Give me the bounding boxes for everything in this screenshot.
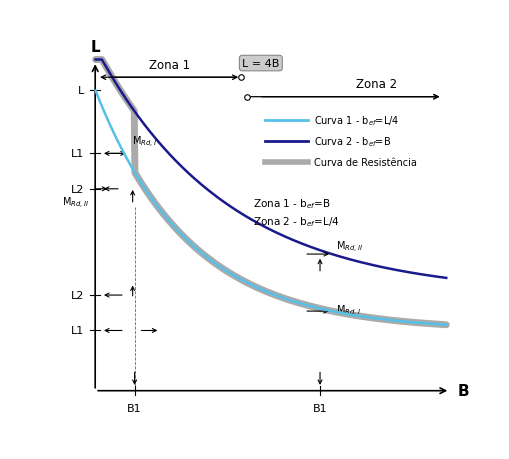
Text: L1: L1: [71, 326, 84, 336]
Text: M$_{Rd,II}$: M$_{Rd,II}$: [62, 195, 89, 210]
Text: L2: L2: [71, 291, 84, 300]
Text: Curva 2 - b$_{ef}$=B: Curva 2 - b$_{ef}$=B: [314, 135, 391, 149]
Text: Curva de Resistência: Curva de Resistência: [314, 158, 417, 168]
Text: M$_{Rd,I}$: M$_{Rd,I}$: [132, 135, 157, 150]
Text: B: B: [458, 383, 470, 398]
Text: M$_{Rd,I}$: M$_{Rd,I}$: [336, 303, 361, 318]
Text: Curva 1 - b$_{ef}$=L/4: Curva 1 - b$_{ef}$=L/4: [314, 113, 400, 127]
Text: B1: B1: [127, 403, 142, 413]
Text: L = 4B: L = 4B: [242, 59, 279, 69]
Text: M$_{Rd,II}$: M$_{Rd,II}$: [336, 239, 363, 254]
Text: Zona 2: Zona 2: [356, 78, 397, 91]
Text: L: L: [91, 40, 100, 55]
Text: L1: L1: [71, 149, 84, 159]
Text: L: L: [78, 85, 84, 95]
Text: B1: B1: [313, 403, 327, 413]
Text: Zona 2 - b$_{ef}$=L/4: Zona 2 - b$_{ef}$=L/4: [253, 214, 340, 228]
Text: Zona 1: Zona 1: [149, 59, 190, 72]
Text: Zona 1 - b$_{ef}$=B: Zona 1 - b$_{ef}$=B: [253, 196, 331, 210]
Text: L2: L2: [71, 185, 84, 194]
